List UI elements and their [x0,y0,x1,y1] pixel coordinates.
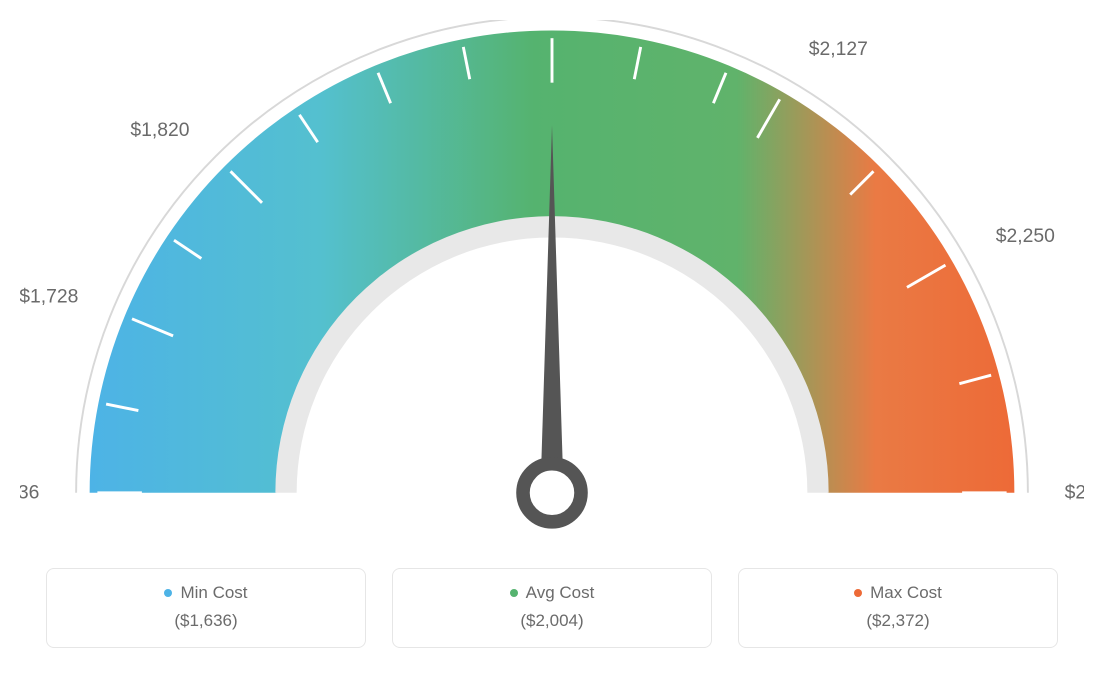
gauge-tick-label: $1,728 [20,285,78,307]
gauge-svg: $1,636$1,728$1,820$2,004$2,127$2,250$2,3… [20,20,1084,540]
legend-label-row: Avg Cost [510,583,595,603]
gauge-tick-label: $2,372 [1065,482,1084,504]
gauge-tick-label: $1,636 [20,482,39,504]
legend-dot-min [164,589,172,597]
legend-value-avg: ($2,004) [411,611,693,631]
legend-label-min: Min Cost [180,583,247,603]
legend-card-max: Max Cost ($2,372) [738,568,1058,648]
gauge-tick-label: $1,820 [130,119,189,141]
legend-row: Min Cost ($1,636) Avg Cost ($2,004) Max … [20,568,1084,648]
legend-label-max: Max Cost [870,583,942,603]
legend-card-avg: Avg Cost ($2,004) [392,568,712,648]
legend-value-max: ($2,372) [757,611,1039,631]
legend-label-avg: Avg Cost [526,583,595,603]
gauge-tick-label: $2,127 [809,38,868,60]
legend-label-row: Max Cost [854,583,942,603]
legend-label-row: Min Cost [164,583,247,603]
legend-dot-max [854,589,862,597]
legend-value-min: ($1,636) [65,611,347,631]
legend-card-min: Min Cost ($1,636) [46,568,366,648]
legend-dot-avg [510,589,518,597]
cost-gauge-chart: $1,636$1,728$1,820$2,004$2,127$2,250$2,3… [20,20,1084,648]
gauge-hub [523,464,581,522]
gauge-tick-label: $2,250 [996,225,1055,247]
